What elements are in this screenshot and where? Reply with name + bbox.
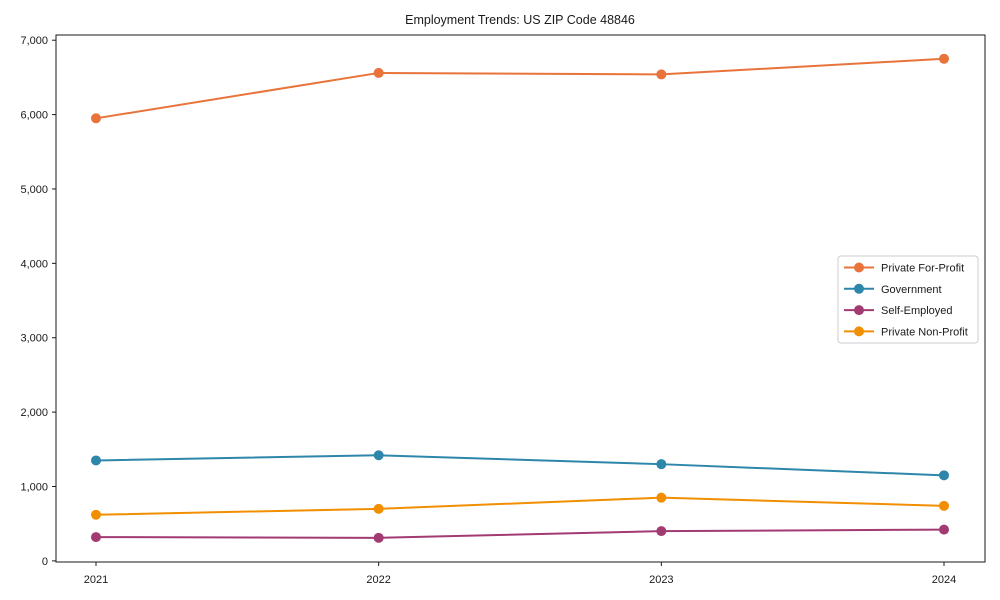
- legend-label: Private Non-Profit: [881, 326, 968, 338]
- legend-item-private-for-profit: Private For-Profit: [844, 262, 964, 275]
- data-point: [656, 459, 667, 470]
- legend-marker-swatch: [854, 283, 864, 294]
- data-point: [91, 113, 101, 124]
- legend-item-government: Government: [844, 283, 942, 296]
- plot-area: 0 1,000 2,000 3,000 4,000 5,000 6,000 7,000 2021…: [20, 34, 986, 586]
- x-tick-label: 2021: [84, 574, 108, 586]
- series-private-for-profit: [91, 53, 949, 124]
- legend-label: Government: [881, 284, 942, 296]
- y-tick-label: 3,000: [20, 333, 48, 345]
- data-point: [373, 67, 384, 78]
- series-private-non-profit: [91, 492, 949, 520]
- data-point: [91, 532, 101, 543]
- y-tick-label: 7,000: [20, 35, 48, 47]
- y-tick-label: 1,000: [20, 482, 48, 494]
- data-point: [939, 53, 949, 64]
- legend-marker-swatch: [854, 326, 864, 337]
- legend: Private For-Profit Government Self-Employe…: [837, 255, 979, 344]
- x-tick-label: 2023: [649, 574, 673, 586]
- data-point: [91, 455, 101, 466]
- data-point: [656, 526, 667, 537]
- legend-item-private-non-profit: Private Non-Profit: [844, 326, 968, 338]
- data-point: [656, 69, 667, 80]
- y-tick-label: 6,000: [20, 110, 48, 122]
- legend-frame: [837, 255, 979, 344]
- series-line: [95, 57, 945, 120]
- series-line: [95, 528, 945, 539]
- data-point: [373, 450, 384, 461]
- legend-label: Private For-Profit: [881, 263, 964, 275]
- y-tick-label: 5,000: [20, 184, 48, 196]
- axes-spines: [55, 34, 986, 563]
- data-point: [373, 503, 384, 514]
- legend-item-self-employed: Self-Employed: [844, 305, 953, 317]
- y-tick-label: 4,000: [20, 258, 48, 270]
- legend-marker-swatch: [854, 262, 864, 273]
- y-tick-label: 0: [42, 556, 48, 568]
- legend-marker-swatch: [854, 305, 864, 316]
- data-point: [656, 492, 667, 503]
- series-government: [91, 450, 949, 481]
- series-line: [95, 454, 945, 477]
- x-tick-label: 2024: [932, 574, 956, 586]
- data-point: [939, 500, 949, 511]
- series-self-employed: [91, 524, 949, 543]
- data-point: [91, 509, 101, 520]
- series-line: [95, 496, 945, 516]
- y-tick-label: 2,000: [20, 407, 48, 419]
- chart-title: Employment Trends: US ZIP Code 48846: [405, 13, 635, 27]
- data-point: [373, 532, 384, 543]
- data-point: [939, 524, 949, 535]
- legend-label: Self-Employed: [881, 305, 953, 317]
- x-tick-label: 2022: [366, 574, 390, 586]
- data-point: [939, 470, 949, 481]
